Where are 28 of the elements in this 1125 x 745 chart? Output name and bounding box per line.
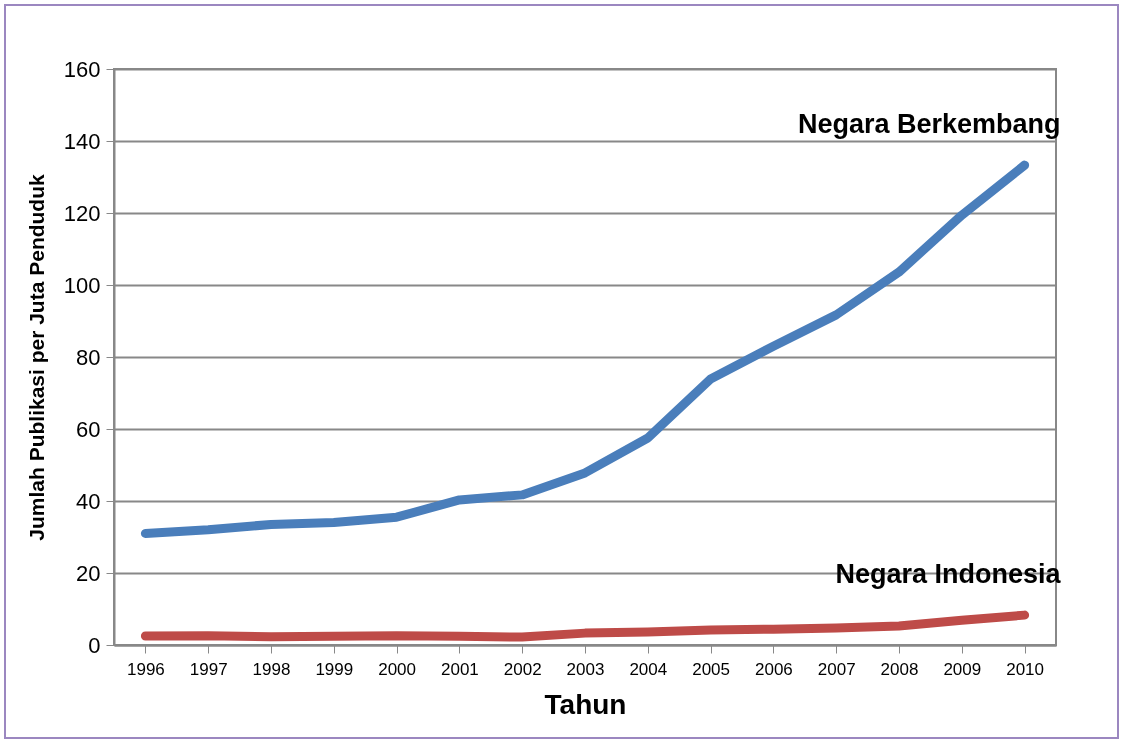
x-tick-label: 2001 — [440, 659, 479, 679]
x-axis-title: Tahun — [544, 688, 627, 720]
x-tick-label: 1996 — [126, 659, 165, 679]
y-tick-label: 60 — [76, 416, 101, 442]
y-tick-label: 20 — [76, 560, 101, 586]
series-label: Negara Indonesia — [835, 559, 1062, 590]
x-tick-label: 2004 — [629, 659, 668, 679]
y-tick-label: 40 — [76, 488, 101, 514]
x-tick-label: 2007 — [817, 659, 856, 679]
x-tick-label: 2003 — [566, 659, 605, 679]
x-tick-label: 2009 — [943, 659, 982, 679]
x-tick-label: 2006 — [754, 659, 793, 679]
y-axis-title: Jumlah Publikasi per Juta Penduduk — [24, 173, 48, 541]
x-tick-label: 2000 — [378, 659, 417, 679]
x-tick-label: 1998 — [252, 659, 291, 679]
y-tick-label: 160 — [63, 56, 101, 82]
x-tick-label: 2005 — [692, 659, 731, 679]
x-tick-label: 2010 — [1006, 659, 1045, 679]
y-tick-label: 100 — [63, 272, 101, 298]
x-tick-label: 2002 — [503, 659, 542, 679]
y-tick-label: 140 — [63, 128, 101, 154]
series-label: Negara Berkembang — [797, 109, 1061, 140]
x-tick-label: 2008 — [880, 659, 919, 679]
y-tick-label: 120 — [63, 200, 101, 226]
x-tick-label: 1997 — [189, 659, 228, 679]
y-tick-label: 80 — [76, 344, 101, 370]
y-tick-label: 0 — [88, 632, 101, 658]
x-tick-label: 1999 — [315, 659, 354, 679]
